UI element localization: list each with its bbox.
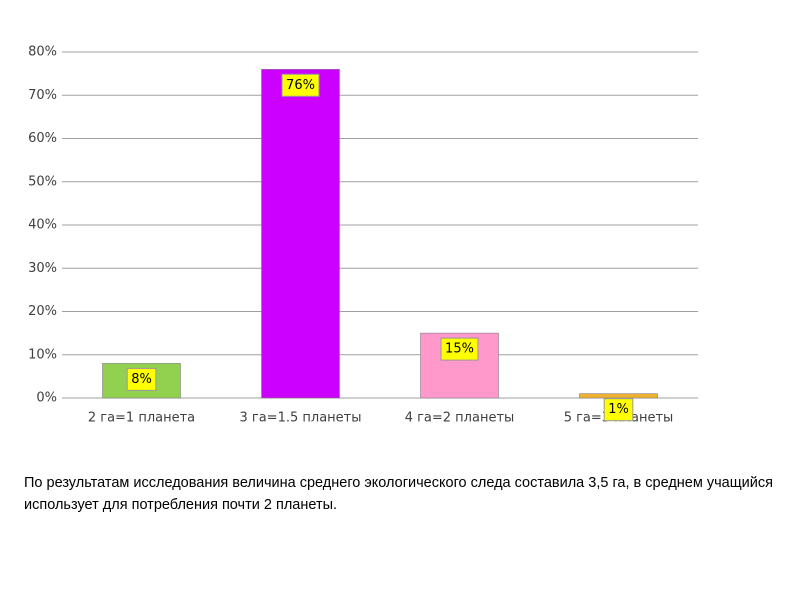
- x-tick-label: 2 га=1 планета: [88, 411, 195, 426]
- value-label: 8%: [131, 372, 152, 387]
- value-label-box: [603, 398, 634, 422]
- x-tick-label: 3 га=1.5 планеты: [239, 411, 361, 426]
- bar: [261, 69, 340, 399]
- bar: [579, 393, 658, 399]
- value-label: 15%: [445, 342, 474, 357]
- value-label-box: [126, 367, 157, 391]
- y-tick-label: 70%: [28, 88, 57, 103]
- value-label: 76%: [286, 78, 315, 93]
- y-tick-label: 20%: [28, 304, 57, 319]
- value-label-box: [440, 337, 479, 361]
- y-tick-label: 0%: [36, 391, 57, 406]
- y-tick-label: 40%: [28, 218, 57, 233]
- x-tick-label: 4 га=2 планеты: [405, 411, 515, 426]
- chart: 0% 10% 20% 30% 40% 50% 60% 70% 80% 2 га=1 планета…: [28, 45, 698, 426]
- value-label: 1%: [608, 402, 629, 417]
- y-tick-label: 60%: [28, 131, 57, 146]
- value-label-box: [281, 73, 320, 97]
- y-tick-label: 30%: [28, 261, 57, 276]
- y-tick-label: 50%: [28, 174, 57, 189]
- y-tick-label: 10%: [28, 347, 57, 362]
- y-tick-label: 80%: [28, 45, 57, 60]
- caption: По результатам исследования величина сре…: [24, 475, 773, 513]
